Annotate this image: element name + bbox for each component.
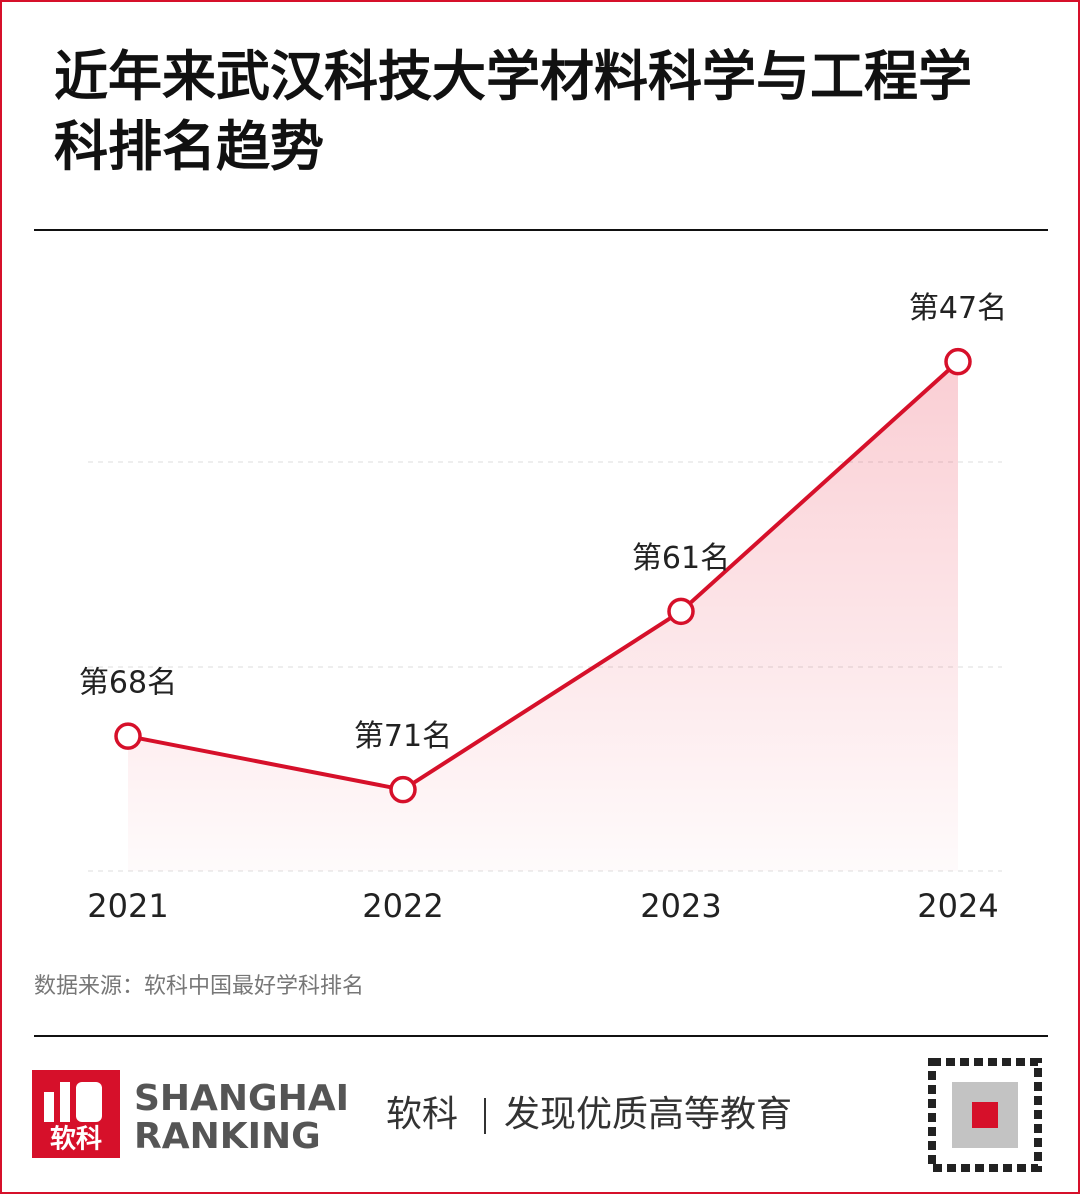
point xyxy=(389,775,417,804)
slogan: 发现优质高等教育 xyxy=(504,1094,792,1135)
point xyxy=(667,597,695,626)
source-note: 数据来源：软科中国最好学科排名 xyxy=(34,974,364,999)
value-label: 第61名 xyxy=(632,541,730,576)
area xyxy=(128,361,958,871)
line xyxy=(127,360,960,792)
logo-bar xyxy=(44,1092,54,1122)
x-tick-label: 2022 xyxy=(362,887,443,925)
logo-bar xyxy=(76,1082,102,1122)
point xyxy=(114,722,142,750)
qr-logo xyxy=(972,1102,998,1128)
x-tick-label: 2021 xyxy=(87,887,168,925)
brand-line: RANKING xyxy=(134,1116,321,1157)
x-tick-label: 2023 xyxy=(640,887,721,925)
logo-bar xyxy=(60,1082,70,1122)
value-label: 第71名 xyxy=(354,719,452,754)
point xyxy=(944,347,972,376)
value-label: 第68名 xyxy=(79,666,177,701)
chart-title: 近年来武汉科技大学材料科学与工程学科排名趋势 xyxy=(54,45,972,178)
value-label: 第47名 xyxy=(909,291,1007,326)
x-tick-label: 2024 xyxy=(917,887,998,925)
slogan-brand: 软科 xyxy=(386,1094,458,1135)
brand-line: SHANGHAI xyxy=(134,1078,349,1119)
logo-text: 软科 xyxy=(50,1125,102,1155)
